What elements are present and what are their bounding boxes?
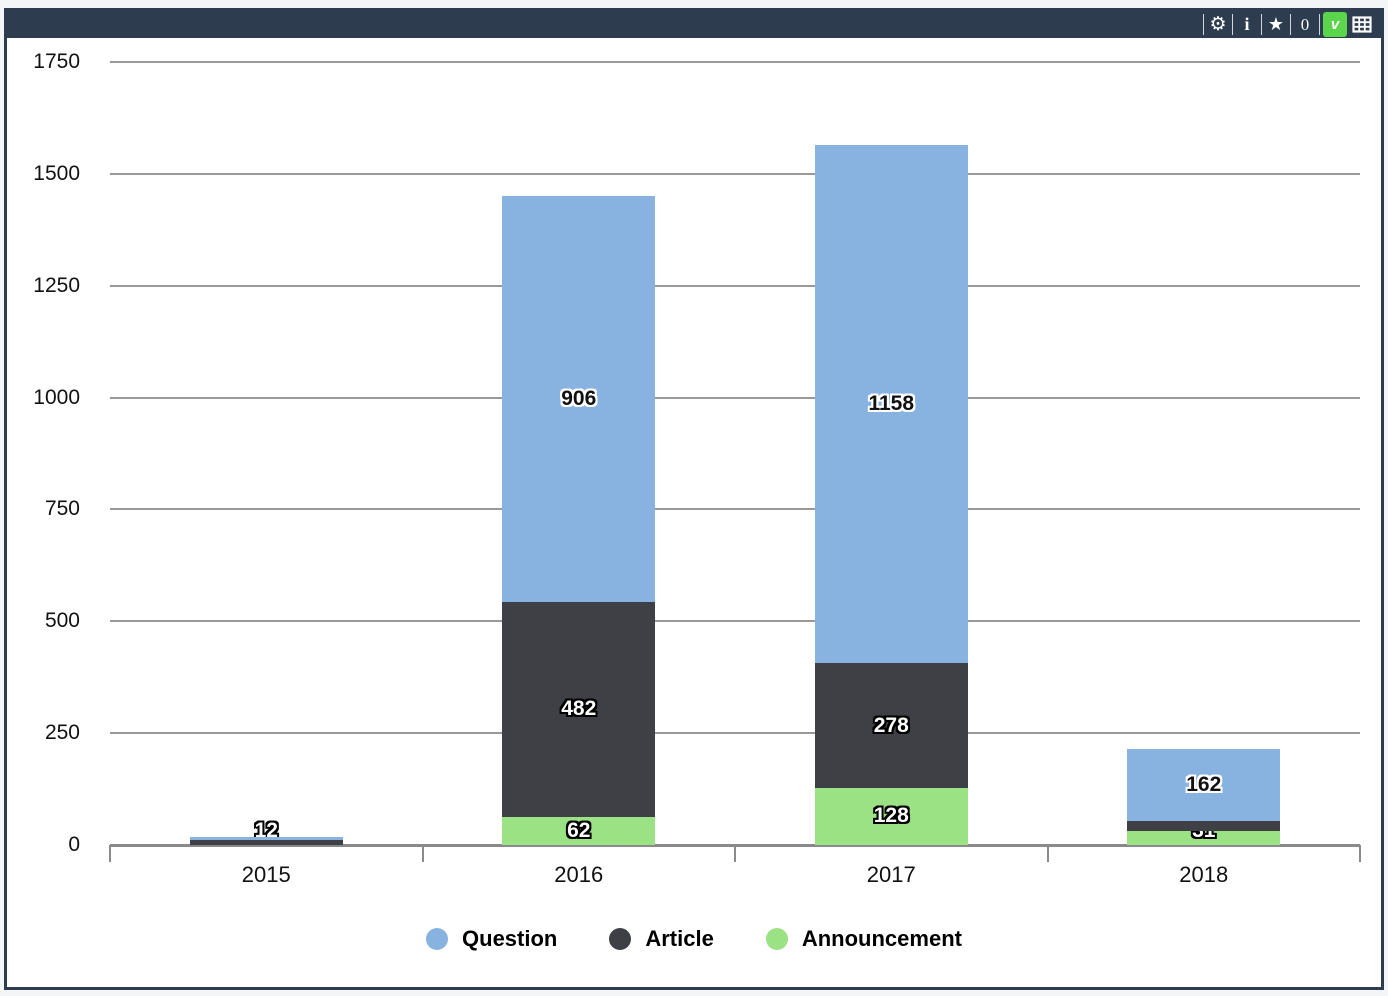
legend-swatch bbox=[765, 928, 788, 950]
x-tick-mark bbox=[734, 845, 736, 862]
bar-segment-question[interactable] bbox=[189, 837, 343, 840]
bar-segment-article[interactable] bbox=[814, 663, 968, 788]
grid-line bbox=[110, 732, 1360, 735]
x-tick-label: 2018 bbox=[1179, 862, 1229, 887]
star-icon[interactable]: ★ bbox=[1267, 14, 1285, 34]
bar-value-label: 162 bbox=[1186, 773, 1222, 797]
legend-swatch bbox=[609, 928, 632, 950]
y-tick-label: 0 bbox=[68, 833, 80, 856]
legend-label: Question bbox=[462, 926, 558, 951]
x-tick-label: 2016 bbox=[554, 862, 604, 887]
gear-icon[interactable]: ⚙ bbox=[1209, 14, 1227, 35]
stacked-bar-chart: 0 250 500 750 1000 1250 1500 1750 12 2015 62 482 906… bbox=[7, 11, 1381, 987]
toolbar-separator bbox=[1319, 14, 1320, 35]
x-tick-label: 2015 bbox=[241, 862, 291, 887]
y-tick-label: 1250 bbox=[33, 273, 80, 297]
bar-segment-announcement[interactable] bbox=[1127, 831, 1281, 845]
bar-segment-announcement[interactable] bbox=[814, 787, 968, 845]
info-icon[interactable]: i bbox=[1244, 14, 1250, 34]
y-tick-label: 1750 bbox=[33, 50, 80, 73]
table-grid-glyph bbox=[1352, 16, 1372, 33]
bar-value-label: 278 bbox=[873, 713, 909, 737]
app-panel: 0 250 500 750 1000 1250 1500 1750 12 2015 62 482 906… bbox=[4, 8, 1384, 990]
toolbar-separator bbox=[1290, 14, 1291, 35]
legend-item-article[interactable]: Article bbox=[609, 926, 714, 952]
y-tick-label: 500 bbox=[44, 609, 80, 633]
toolbar-separator bbox=[1203, 14, 1204, 35]
toolbar: ⚙ i ★ 0 v bbox=[7, 11, 1381, 38]
bar-value-label: 128 bbox=[873, 804, 909, 828]
bar-segment-question[interactable] bbox=[502, 196, 656, 602]
grid-line bbox=[110, 284, 1360, 287]
bar-value-label: 1158 bbox=[868, 392, 915, 416]
legend-swatch bbox=[426, 928, 449, 950]
grid-line bbox=[110, 508, 1360, 511]
favorite-count: 0 bbox=[1300, 14, 1310, 34]
bar-value-label: 482 bbox=[561, 697, 597, 721]
y-tick-label: 1000 bbox=[33, 385, 80, 409]
bar-value-label: 906 bbox=[561, 386, 597, 410]
bar-value-label: 62 bbox=[567, 819, 591, 842]
bar-segment-article[interactable] bbox=[502, 601, 656, 818]
bar-segment-announcement[interactable] bbox=[502, 817, 656, 845]
legend-item-announcement[interactable]: Announcement bbox=[765, 926, 962, 952]
x-tick-mark bbox=[1046, 845, 1049, 862]
x-tick-mark bbox=[1359, 845, 1361, 862]
legend-label: Article bbox=[645, 926, 714, 951]
grid-line bbox=[110, 396, 1360, 399]
grid-line bbox=[110, 172, 1360, 175]
x-tick-mark bbox=[421, 845, 424, 862]
chart-legend: Question Article Announcement bbox=[7, 919, 1381, 959]
grid-line bbox=[110, 620, 1360, 623]
x-tick-mark bbox=[109, 845, 111, 862]
legend-item-question[interactable]: Question bbox=[426, 926, 557, 952]
table-grid-icon[interactable] bbox=[1349, 11, 1375, 38]
legend-label: Announcement bbox=[801, 926, 962, 951]
bar-segment-article[interactable] bbox=[189, 839, 343, 845]
toolbar-separator bbox=[1232, 14, 1233, 35]
y-tick-label: 750 bbox=[44, 497, 80, 521]
bar-value-label: 12 bbox=[254, 819, 278, 842]
bar-segment-article[interactable] bbox=[1127, 821, 1281, 832]
bar-segment-question[interactable] bbox=[1127, 748, 1281, 822]
y-tick-label: 1500 bbox=[33, 161, 80, 185]
grid-line bbox=[110, 61, 1360, 63]
x-tick-label: 2017 bbox=[866, 862, 916, 887]
v-button[interactable]: v bbox=[1323, 12, 1347, 37]
bar-segment-question[interactable] bbox=[814, 145, 968, 664]
y-tick-label: 250 bbox=[44, 721, 80, 745]
toolbar-separator bbox=[1261, 14, 1262, 35]
